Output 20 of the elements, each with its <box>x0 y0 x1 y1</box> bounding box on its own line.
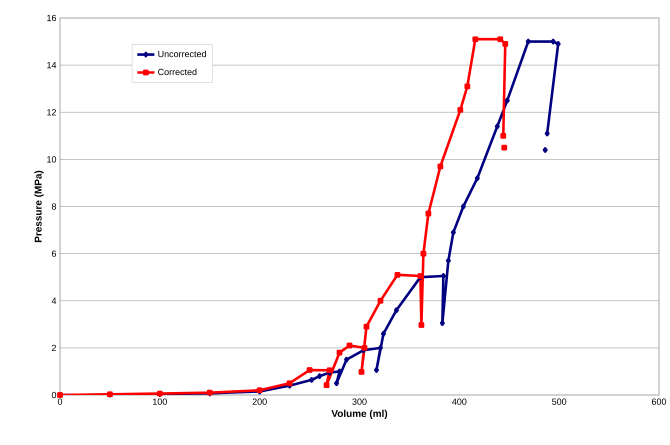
y-tick-label: 4 <box>52 298 56 304</box>
y-tick-label: 16 <box>47 14 56 22</box>
x-tick-label: 0 <box>58 398 62 405</box>
y-tick-label: 12 <box>47 109 56 116</box>
y-tick-label: 2 <box>52 344 56 352</box>
legend-label: Corrected <box>158 68 196 76</box>
y-tick-label: 10 <box>47 156 56 163</box>
legend-label: Uncorrected <box>158 50 206 58</box>
x-tick-label: 400 <box>452 398 466 405</box>
y-tick-label: 6 <box>52 250 56 257</box>
y-tick-label: 8 <box>52 203 56 210</box>
y-tick-label: 0 <box>52 392 56 398</box>
x-tick-label: 600 <box>652 398 666 405</box>
x-tick-label: 200 <box>252 398 267 405</box>
x-axis-title: Volume (ml) <box>331 410 388 419</box>
y-axis-title: Pressure (MPa) <box>34 170 44 242</box>
x-tick-label: 500 <box>552 398 566 405</box>
y-tick-label: 14 <box>47 62 56 68</box>
x-tick-label: 100 <box>153 398 167 405</box>
x-tick-label: 300 <box>352 398 367 405</box>
